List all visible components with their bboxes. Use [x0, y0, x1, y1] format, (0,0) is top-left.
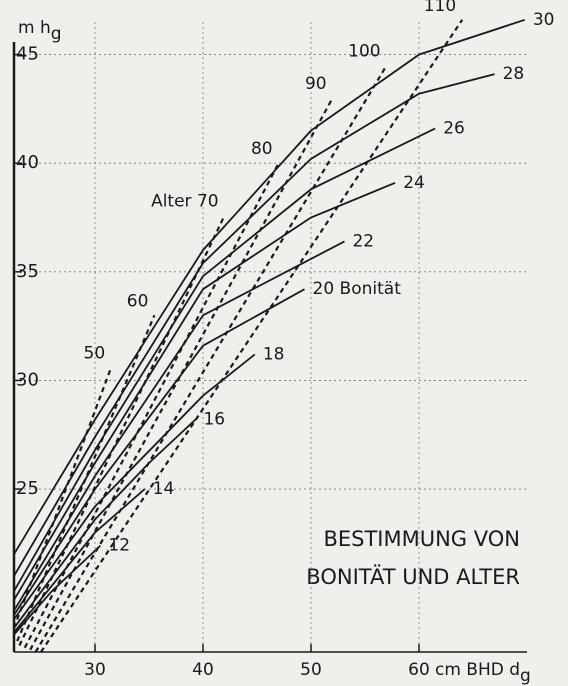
y-tick-label: 35: [16, 261, 39, 282]
site-index-label: 20 Bonität: [313, 279, 402, 299]
age-label: 110: [424, 0, 456, 16]
curve: [34, 64, 388, 653]
curve: [16, 314, 156, 642]
title: BESTIMMUNG VON: [323, 527, 520, 551]
site-index-label: 30: [533, 10, 555, 30]
x-tick-label: 60: [408, 660, 430, 680]
age-label: 80: [251, 139, 273, 159]
x-axis-label-main: cm BHD d: [435, 660, 520, 680]
y-axis-label: m hg: [18, 18, 62, 44]
site-index-label: 22: [352, 231, 374, 251]
age-label: 50: [84, 343, 106, 363]
title: BONITÄT UND ALTER: [306, 564, 520, 589]
site-index-label: 12: [108, 536, 130, 556]
site-index-label: 16: [203, 410, 225, 430]
curve: [13, 181, 396, 601]
curve: [12, 367, 113, 629]
y-tick-label: 40: [16, 152, 39, 173]
curve: [13, 73, 495, 577]
curve: [18, 214, 226, 646]
x-tick-label: 50: [300, 660, 322, 680]
age-label: 60: [127, 291, 149, 311]
curve: [13, 288, 305, 616]
age-label: Alter 70: [151, 191, 219, 211]
curve: [13, 488, 146, 633]
x-tick-label: 40: [192, 660, 214, 680]
curve: [13, 18, 526, 555]
site-index-label: 14: [153, 479, 175, 499]
site-index-label: 24: [403, 173, 425, 193]
y-tick-label: 30: [16, 369, 39, 390]
site-index-label: 18: [263, 344, 285, 364]
curve: [13, 240, 345, 612]
y-tick-label: 25: [16, 478, 39, 499]
y-tick-label: 45: [16, 44, 39, 65]
x-tick-label: 30: [84, 660, 106, 680]
curve: [13, 418, 197, 629]
age-label: 100: [348, 41, 380, 61]
age-label: 90: [305, 74, 327, 94]
curve: [29, 97, 334, 651]
site-index-label: 26: [443, 118, 465, 138]
curve: [13, 353, 256, 620]
x-axis-label-sub: g: [520, 666, 531, 686]
site-index-label: 28: [503, 64, 525, 84]
curve: [40, 19, 464, 653]
curve: [13, 127, 436, 592]
curve: [23, 162, 280, 649]
x-axis-label: cm BHD dg: [435, 660, 531, 686]
